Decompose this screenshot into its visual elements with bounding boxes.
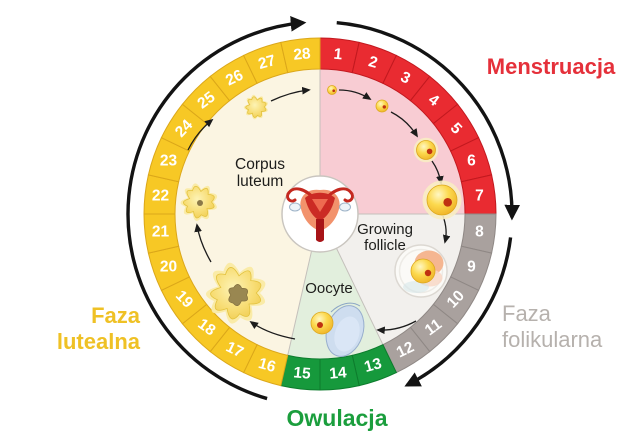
arrow-corpus-luteum-stage2-3 (187, 118, 214, 151)
day-number-12: 12 (394, 339, 417, 362)
day-number-1: 1 (333, 46, 343, 64)
day-number-6: 6 (467, 152, 476, 169)
corpus-luteum-stage2 (180, 183, 218, 221)
day-number-22: 22 (152, 188, 169, 205)
follicle-ball-4 (422, 180, 462, 220)
corpus-luteum-stage1 (205, 262, 266, 324)
annotation-growing-follicle-line2: follicle (364, 237, 406, 254)
cycle-direction-arrows (126, 16, 520, 401)
corpus-albicans (243, 94, 268, 120)
day-number-28: 28 (293, 45, 312, 63)
follicle-ball-3 (413, 137, 439, 163)
day-number-21: 21 (152, 223, 170, 240)
released-oocyte-icon (310, 302, 365, 357)
cycle-arrow-arc-1 (126, 16, 307, 401)
arrow-oocyte-to-corpus-luteum (249, 320, 296, 340)
phase-boundary-ovulation (336, 248, 384, 345)
corpus-luteum-blobs (180, 94, 268, 324)
follicle-ball-1 (327, 85, 337, 95)
annotation-growing-follicle-line1: Growing (357, 221, 413, 238)
day-number-13: 13 (362, 355, 384, 376)
day-number-15: 15 (293, 364, 312, 382)
day-segment-28 (280, 37, 321, 74)
cycle-arrow-arc-3 (404, 237, 513, 387)
phase-label-luteal-line1: Faza (91, 303, 141, 328)
phase-label-follicular-line2: folikularna (502, 327, 603, 352)
phase-label-ovulation: Owulacja (287, 405, 388, 431)
day-number-26: 26 (223, 67, 246, 90)
phase-label-menstruation: Menstruacja (487, 54, 616, 79)
day-number-20: 20 (160, 259, 177, 276)
ovary-right-icon (339, 202, 351, 212)
annotation-corpus-luteum-line1: Corpus (235, 156, 285, 173)
annotation-oocyte: Oocyte (305, 280, 353, 297)
labels: Menstruacja Faza folikularna Owulacja Fa… (57, 54, 616, 431)
arrow-day3-to-day5 (390, 111, 418, 138)
day-number-17: 17 (223, 339, 246, 362)
phase-label-luteal-line2: lutealna (57, 329, 141, 354)
day-ring: 1 234567891011121314151617181920212223242… (143, 37, 497, 391)
uterus-icon (286, 187, 354, 242)
day-number-9: 9 (467, 259, 476, 276)
growing-follicle-balls (327, 85, 462, 220)
day-number-16: 16 (256, 355, 278, 376)
ovary-left-icon (289, 202, 301, 212)
arrow-follicle-to-oocyte (376, 320, 417, 335)
day-number-8: 8 (475, 223, 484, 240)
phase-label-follicular-line1: Faza (502, 301, 552, 326)
arrow-day1-to-day3 (338, 89, 372, 100)
center-hub (281, 175, 359, 253)
day-number-23: 23 (160, 152, 178, 169)
arrow-corpus-luteum-stage1-2 (194, 223, 212, 263)
phase-sector-menstruation (320, 69, 465, 214)
follicle-ball-2 (375, 99, 389, 113)
annotation-corpus-luteum-line2: luteum (237, 173, 284, 190)
day-number-7: 7 (475, 188, 484, 205)
day-number-14: 14 (329, 364, 348, 382)
arrow-corpus-albicans-to-day1 (270, 86, 311, 102)
graafian-follicle-icon (394, 244, 448, 298)
cycle-arrow-arc-2 (336, 21, 520, 221)
day-number-27: 27 (256, 52, 277, 73)
phase-sector-luteal (175, 69, 320, 356)
